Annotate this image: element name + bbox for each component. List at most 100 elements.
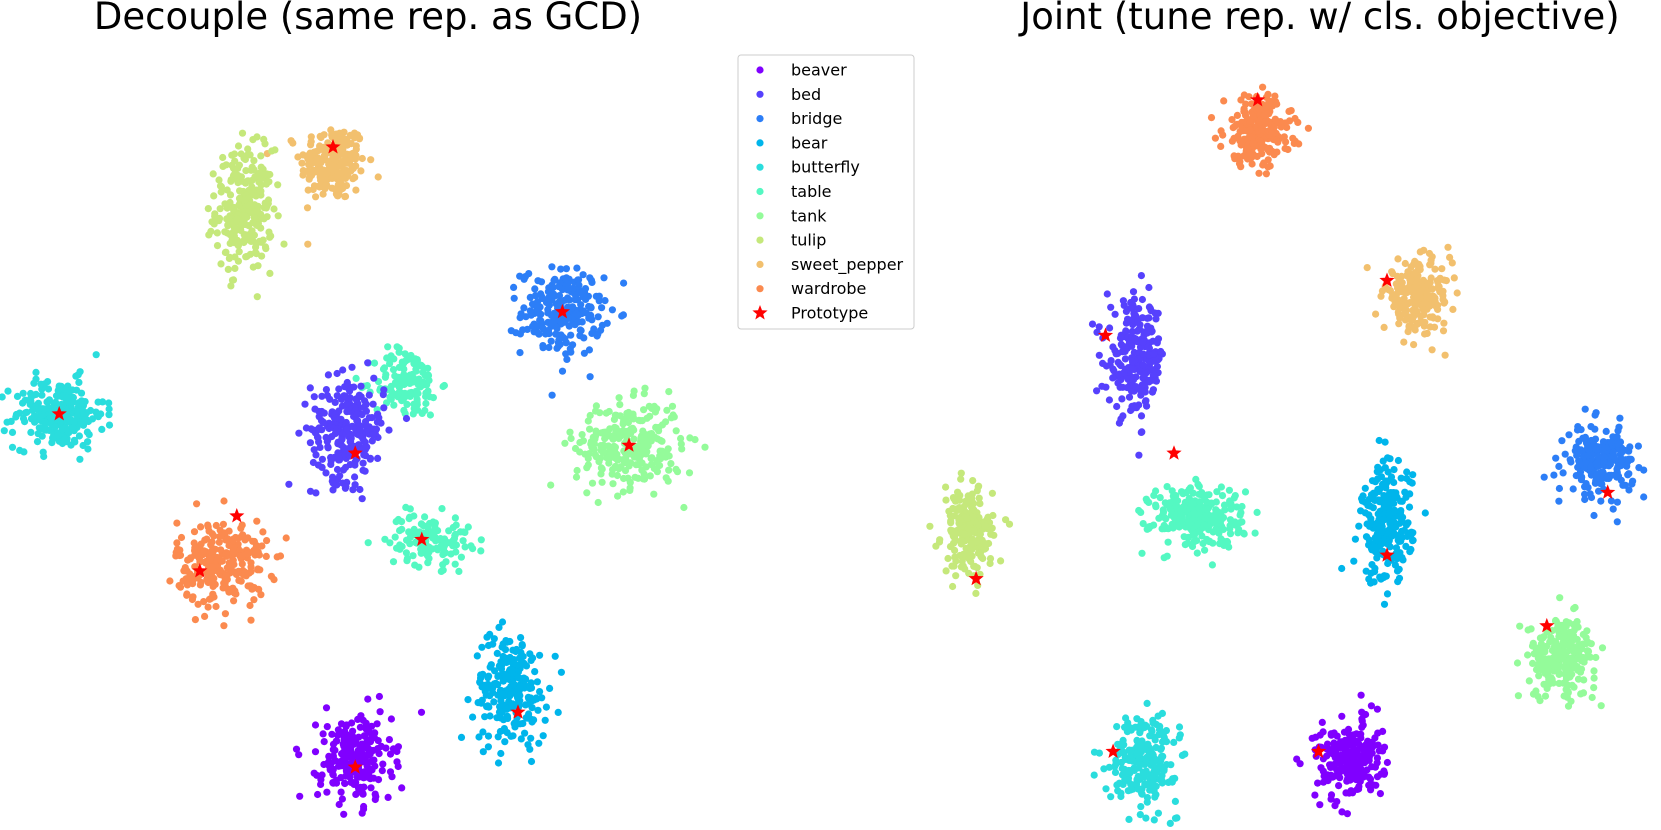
- left-point-bridge: [530, 328, 538, 336]
- right-point-beaver: [1322, 745, 1331, 753]
- left-point-wardrobe: [246, 601, 254, 610]
- left-point-bed: [385, 426, 393, 434]
- left-point-bridge: [577, 301, 585, 309]
- right-point-table: [1170, 514, 1179, 522]
- right-point-bear: [1355, 522, 1363, 530]
- left-point-sweet_pepper: [341, 192, 350, 200]
- right-point-butterfly: [1171, 797, 1179, 806]
- left-point-table: [401, 350, 409, 358]
- left-point-wardrobe: [230, 597, 238, 605]
- right-point-bridge: [1607, 438, 1615, 446]
- right-point-butterfly: [1102, 785, 1110, 793]
- right-point-butterfly: [1150, 757, 1158, 765]
- left-point-butterfly: [8, 443, 17, 451]
- right-point-beaver: [1373, 705, 1381, 713]
- right-point-wardrobe: [1246, 126, 1254, 134]
- right-point-bear: [1421, 509, 1429, 517]
- right-point-bed: [1135, 305, 1143, 313]
- right-point-bed: [1117, 376, 1125, 384]
- left-point-sweet_pepper: [347, 150, 355, 158]
- left-point-tank: [632, 448, 640, 456]
- left-point-tank: [668, 402, 677, 410]
- left-point-table: [464, 523, 472, 531]
- left-point-table: [411, 355, 419, 363]
- left-point-bed: [327, 453, 335, 462]
- left-point-table: [436, 535, 445, 543]
- left-point-beaver: [295, 751, 303, 759]
- left-point-wardrobe: [253, 517, 261, 525]
- left-point-table: [431, 522, 439, 530]
- left-point-butterfly: [58, 439, 67, 448]
- right-point-tank: [1577, 690, 1585, 698]
- left-point-beaver: [361, 732, 369, 740]
- right-point-bed: [1095, 351, 1103, 359]
- left-point-bridge: [563, 355, 571, 363]
- left-point-table: [426, 544, 434, 552]
- left-point-bed: [357, 382, 365, 390]
- left-point-table: [391, 533, 399, 541]
- left-point-table: [426, 411, 434, 419]
- left-point-table: [389, 366, 398, 374]
- right-point-beaver: [1343, 728, 1351, 736]
- right-point-tank: [1597, 702, 1605, 710]
- left-point-tank: [651, 408, 660, 416]
- left-point-table: [461, 543, 469, 551]
- right-point-wardrobe: [1228, 116, 1236, 124]
- right-point-table: [1138, 549, 1146, 557]
- left-point-wardrobe: [282, 534, 290, 542]
- left-point-bed: [332, 427, 340, 435]
- right-point-bed: [1150, 366, 1158, 374]
- left-point-bear: [486, 712, 494, 720]
- left-chart-title: Decouple (same rep. as GCD): [94, 0, 642, 38]
- left-point-tank: [578, 431, 586, 439]
- right-point-bridge: [1561, 450, 1569, 458]
- left-point-tulip: [234, 257, 242, 265]
- left-point-bed: [322, 469, 330, 477]
- right-point-sweet_pepper: [1434, 283, 1442, 291]
- right-point-bear: [1386, 455, 1394, 463]
- left-point-table: [409, 552, 417, 560]
- right-point-sweet_pepper: [1411, 296, 1419, 304]
- left-point-bridge: [576, 326, 584, 334]
- left-point-beaver: [417, 708, 426, 716]
- right-point-beaver: [1379, 747, 1387, 755]
- left-point-butterfly: [55, 384, 63, 392]
- left-point-wardrobe: [194, 600, 202, 608]
- right-point-tank: [1590, 684, 1598, 692]
- left-point-sweet_pepper: [312, 193, 320, 201]
- right-scatter-plot: [926, 83, 1648, 828]
- left-prototype-star: [510, 704, 526, 719]
- right-point-bed: [1129, 365, 1137, 373]
- right-point-beaver: [1383, 758, 1391, 767]
- left-point-beaver: [393, 747, 401, 756]
- right-point-butterfly: [1152, 720, 1160, 729]
- right-point-tank: [1532, 687, 1540, 695]
- right-point-butterfly: [1158, 709, 1166, 718]
- right-point-bridge: [1555, 462, 1563, 470]
- right-point-tank: [1547, 678, 1555, 686]
- left-point-table: [402, 549, 410, 557]
- left-point-tulip: [222, 161, 230, 169]
- right-point-bed: [1157, 347, 1165, 356]
- right-point-beaver: [1308, 734, 1316, 742]
- right-point-beaver: [1330, 739, 1338, 747]
- right-point-bed: [1134, 318, 1142, 326]
- left-point-butterfly: [105, 405, 113, 413]
- left-point-butterfly: [54, 431, 62, 439]
- left-point-bed: [362, 421, 370, 429]
- left-point-tank: [596, 409, 604, 417]
- left-point-bear: [513, 673, 522, 682]
- right-point-sweet_pepper: [1441, 351, 1449, 359]
- left-point-tulip: [265, 178, 273, 186]
- left-point-beaver: [371, 762, 379, 770]
- right-point-bridge: [1587, 423, 1595, 431]
- right-point-bridge: [1618, 455, 1626, 464]
- right-point-wardrobe: [1259, 83, 1267, 91]
- right-point-bed: [1145, 303, 1153, 311]
- left-point-wardrobe: [232, 570, 241, 579]
- right-point-wardrobe: [1274, 138, 1282, 146]
- left-point-bed: [306, 384, 314, 392]
- left-point-wardrobe: [191, 616, 199, 624]
- left-point-bridge: [556, 279, 564, 287]
